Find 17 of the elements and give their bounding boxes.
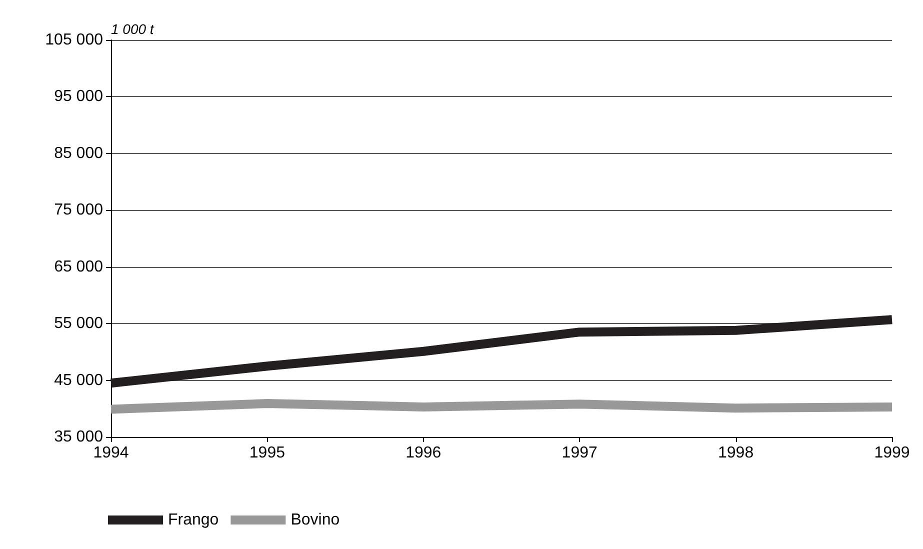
y-tick-label: 45 000 bbox=[54, 372, 104, 389]
legend-label: Bovino bbox=[290, 512, 340, 528]
x-tick-label: 1994 bbox=[93, 444, 129, 462]
x-tick-label: 1995 bbox=[249, 444, 286, 462]
y-tick-label: 105 000 bbox=[45, 32, 104, 48]
y-tick-label: 85 000 bbox=[54, 144, 104, 162]
y-tick-label: 65 000 bbox=[54, 258, 104, 276]
y-tick-label: 35 000 bbox=[54, 428, 104, 446]
y-tick-label: 95 000 bbox=[54, 88, 104, 106]
x-tick-label: 1996 bbox=[406, 444, 442, 462]
x-tick-label: 1998 bbox=[718, 444, 754, 462]
y-tick-label: 75 000 bbox=[54, 202, 104, 219]
legend-label: Frango bbox=[168, 512, 219, 528]
x-tick-label: 1997 bbox=[562, 444, 598, 462]
y-tick-label: 55 000 bbox=[54, 315, 104, 332]
y-axis-title: 1 000 t bbox=[111, 21, 155, 37]
x-tick-label: 1999 bbox=[874, 444, 910, 462]
